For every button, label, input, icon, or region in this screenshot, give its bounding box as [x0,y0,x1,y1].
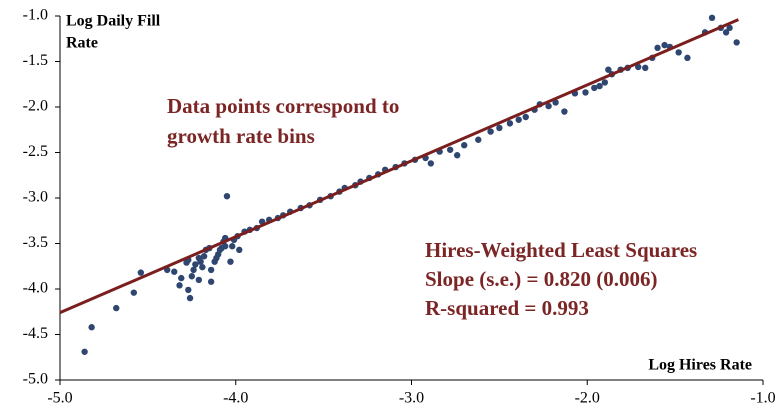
y-tick-label: -1.5 [23,52,48,69]
data-point [708,14,716,22]
data-point [446,146,454,153]
data-point [522,113,529,121]
y-tick-label: -1.0 [23,7,48,24]
data-point [661,41,668,49]
data-point [675,49,682,56]
data-point [561,108,568,115]
data-point [487,128,494,135]
data-point [229,243,236,250]
data-point [642,64,649,72]
fit-line [59,18,739,315]
data-point [188,273,196,280]
data-point [726,24,733,32]
data-point [223,192,231,200]
data-point [222,243,229,250]
data-point [176,282,183,289]
data-point [178,274,185,282]
data-point [130,289,138,296]
data-point [496,124,503,132]
data-point [199,263,206,271]
data-point [192,261,199,268]
annotation: Slope (s.e.) = 0.820 (0.006) [425,267,657,291]
data-point [88,324,95,331]
data-point [227,258,234,265]
data-point [591,84,598,92]
y-tick-label: -3.5 [23,234,48,251]
y-axis-label: Log Daily Fill [66,13,161,30]
data-point [186,294,194,302]
annotation: growth rate bins [167,124,315,148]
data-point [475,136,482,143]
data-point [207,266,215,274]
y-axis-label: Rate [66,35,98,52]
data-point [113,304,120,312]
data-point [185,286,192,294]
data-point [582,89,589,96]
data-point [605,66,612,73]
x-tick-label: -1.0 [750,390,775,407]
data-point [207,278,215,285]
data-point [195,276,203,284]
data-point [81,348,88,355]
data-point [171,268,178,275]
data-point [236,246,243,254]
annotation: Data points correspond to [167,94,399,118]
y-tick-label: -4.0 [23,280,48,297]
data-point [654,44,661,52]
data-point [190,266,197,274]
data-point [733,39,740,46]
data-point [684,54,691,62]
data-point [197,258,204,265]
data-point [545,102,552,110]
data-point [635,63,642,71]
y-tick-label: -2.5 [23,143,48,160]
data-point [601,79,609,86]
data-point [596,82,603,90]
y-tick-label: -3.0 [23,189,48,206]
y-tick-label: -2.0 [23,98,48,115]
data-point [200,253,208,260]
y-tick-label: -4.5 [23,325,48,342]
annotation: Hires-Weighted Least Squares [425,238,697,262]
y-tick-label: -5.0 [23,371,48,388]
data-point [453,152,461,159]
data-point [506,120,514,127]
data-point [515,116,522,123]
annotation: R-squared = 0.993 [425,296,589,320]
data-point [137,269,145,276]
data-point [461,142,468,149]
data-point [722,29,730,36]
x-tick-label: -5.0 [47,390,72,407]
data-point [427,160,435,167]
x-axis-label: Log Hires Rate [648,357,752,374]
x-tick-label: -2.0 [575,390,600,407]
x-tick-label: -3.0 [399,390,424,407]
x-tick-label: -4.0 [223,390,248,407]
